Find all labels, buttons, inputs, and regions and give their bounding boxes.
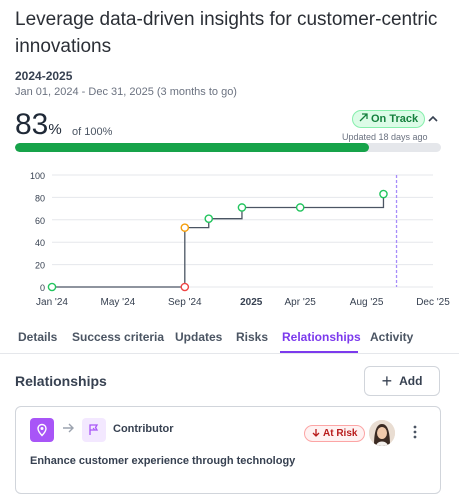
tab-updates[interactable]: Updates bbox=[175, 330, 223, 344]
x-tick-label: Jan '24 bbox=[36, 297, 68, 308]
y-tick-label: 60 bbox=[35, 216, 45, 226]
period-label: 2024-2025 bbox=[15, 69, 73, 83]
data-point bbox=[180, 223, 190, 232]
series-line bbox=[52, 194, 385, 288]
x-tick-label: Sep '24 bbox=[168, 297, 202, 308]
updated-timestamp: Updated 18 days ago bbox=[342, 132, 428, 142]
trend-up-icon bbox=[359, 113, 368, 125]
plus-icon: + bbox=[381, 371, 393, 391]
progress-chart: 100 80 60 40 20 0 Jan '24 May '24 Sep '24 2025 Apr… bbox=[30, 171, 450, 308]
y-tick-label: 100 bbox=[30, 171, 45, 181]
x-tick-label: Dec '25 bbox=[416, 297, 450, 308]
y-tick-label: 20 bbox=[35, 261, 45, 271]
x-tick-label: Aug '25 bbox=[350, 297, 384, 308]
y-tick-label: 40 bbox=[35, 238, 45, 248]
data-point bbox=[295, 203, 305, 212]
date-range: Jan 01, 2024 - Dec 31, 2025 (3 months to… bbox=[15, 86, 237, 98]
relationship-card[interactable]: Contributor At Risk Enhance customer exp… bbox=[15, 406, 441, 494]
tab-relationships[interactable]: Relationships bbox=[282, 330, 361, 344]
tab-details[interactable]: Details bbox=[18, 330, 58, 344]
active-tab-indicator bbox=[280, 351, 358, 353]
data-point bbox=[379, 189, 388, 199]
arrow-down-icon bbox=[312, 428, 320, 440]
x-tick-label: May '24 bbox=[101, 297, 136, 308]
chevron-up-icon bbox=[428, 115, 438, 122]
data-point bbox=[47, 282, 57, 292]
data-point bbox=[237, 203, 247, 212]
progress-number: 83 bbox=[15, 108, 49, 141]
tab-success-criteria[interactable]: Success criteria bbox=[72, 330, 165, 344]
risk-badge: At Risk bbox=[304, 425, 366, 442]
key-result-icon bbox=[82, 418, 106, 442]
x-tick-label: Apr '25 bbox=[285, 297, 317, 308]
progress-bar bbox=[15, 143, 441, 152]
add-relationship-button[interactable]: + Add bbox=[364, 366, 440, 396]
objective-icon bbox=[30, 418, 54, 442]
relationship-title: Enhance customer experience through tech… bbox=[30, 455, 296, 467]
data-point bbox=[204, 214, 214, 223]
page-title: Leverage data-driven insights for custom… bbox=[15, 9, 438, 57]
collapse-button[interactable] bbox=[428, 112, 438, 126]
add-button-label: Add bbox=[399, 374, 423, 388]
more-options-icon[interactable] bbox=[413, 425, 417, 441]
tab-risks[interactable]: Risks bbox=[236, 330, 269, 344]
x-tick-label: 2025 bbox=[240, 297, 263, 308]
section-title: Relationships bbox=[15, 373, 107, 389]
progress-unit: % bbox=[48, 121, 62, 138]
progress-value: 83% bbox=[15, 108, 62, 147]
status-badge: On Track bbox=[352, 110, 426, 128]
data-point bbox=[180, 282, 190, 292]
progress-target: of 100% bbox=[72, 126, 113, 138]
tab-activity[interactable]: Activity bbox=[370, 330, 414, 344]
avatar[interactable] bbox=[369, 420, 395, 446]
risk-badge-label: At Risk bbox=[323, 428, 358, 439]
status-badge-label: On Track bbox=[371, 113, 419, 125]
arrow-right-icon bbox=[61, 421, 75, 440]
relationship-role: Contributor bbox=[113, 423, 174, 435]
y-tick-label: 80 bbox=[35, 193, 45, 203]
tab-bar: Details Success criteria Updates Risks R… bbox=[0, 322, 459, 354]
y-tick-label: 0 bbox=[40, 283, 45, 293]
progress-bar-fill bbox=[15, 143, 369, 152]
